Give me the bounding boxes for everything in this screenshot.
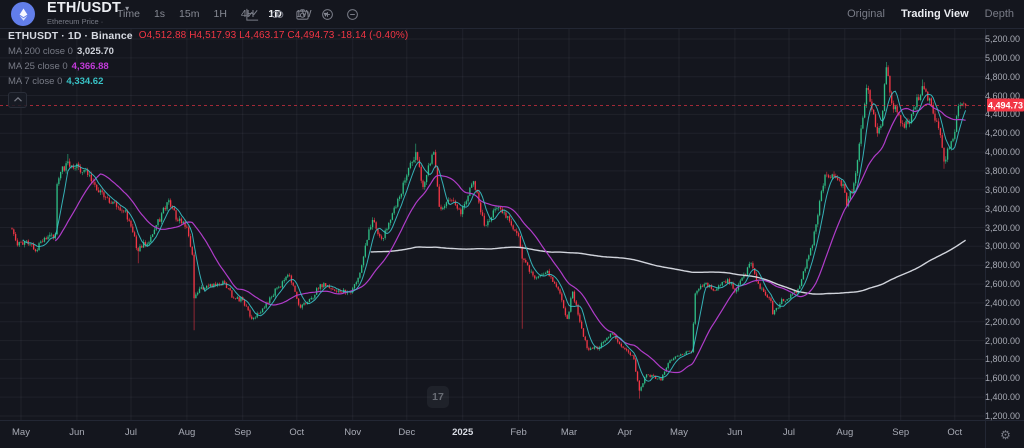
chevron-down-icon: ▾ <box>125 4 130 14</box>
timeframe-1h[interactable]: 1H <box>213 8 227 20</box>
price-tick-label: 2,200.00 <box>984 316 1020 327</box>
time-tick-label: Feb <box>510 427 527 438</box>
view-tab-group: Original Trading View Depth <box>847 0 1014 28</box>
ma-25-line <box>54 103 966 374</box>
chart-canvas[interactable] <box>0 28 985 420</box>
time-tick-label: Nov <box>344 427 362 438</box>
ma-7-row: MA 7 close 0 4,334.62 <box>8 76 104 87</box>
top-toolbar: ETH/USDT ▾ Ethereum Price · Time 1s 15m 1H 4… <box>0 0 1024 29</box>
legend-collapse-button[interactable] <box>8 91 27 108</box>
chevron-up-icon <box>13 97 22 102</box>
view-tab-original[interactable]: Original <box>847 8 885 20</box>
time-tick-label: Sep <box>892 427 910 438</box>
time-tick-label: May <box>670 427 688 438</box>
timeframe-time[interactable]: Time <box>117 8 140 20</box>
price-tick-label: 2,600.00 <box>984 279 1020 290</box>
price-tick-label: 5,000.00 <box>984 52 1020 63</box>
timeframe-15m[interactable]: 15m <box>179 8 200 20</box>
time-tick-label: Aug <box>836 427 854 438</box>
price-tick-label: 2,400.00 <box>984 297 1020 308</box>
axis-corner: ⚙ <box>985 420 1024 448</box>
ma-7-value: 4,334.62 <box>66 76 104 87</box>
price-tick-label: 2,000.00 <box>984 335 1020 346</box>
time-tick-label: Jun <box>727 427 743 438</box>
ohlc-values: O4,512.88 H4,517.93 L4,463.17 C4,494.73 … <box>138 30 409 42</box>
timeframe-1s[interactable]: 1s <box>153 8 166 20</box>
series-title: ETHUSDT · 1D · Binance <box>8 30 133 42</box>
price-tick-label: 4,200.00 <box>984 128 1020 139</box>
time-tick-label: May <box>12 427 30 438</box>
time-tick-label: Jun <box>69 427 85 438</box>
grid-lines <box>0 28 985 420</box>
time-tick-label: Dec <box>398 427 416 438</box>
view-tab-depth[interactable]: Depth <box>984 8 1014 20</box>
toolbar-icon-group <box>244 0 360 28</box>
ethereum-diamond-icon <box>19 7 27 21</box>
price-tick-label: 4,000.00 <box>984 147 1020 158</box>
ma-7-line <box>22 90 967 382</box>
timeframe-4h[interactable]: 4H <box>240 8 255 20</box>
price-tick-label: 1,200.00 <box>984 411 1020 421</box>
ma-200-line <box>370 239 966 295</box>
time-tick-label: Apr <box>617 427 633 438</box>
price-tick-label: 3,200.00 <box>984 222 1020 233</box>
symbol-name: ETH/USDT <box>47 0 122 16</box>
time-tick-label: Mar <box>560 427 578 438</box>
last-price-label: 4,494.73 <box>987 98 1024 112</box>
zoom-out-icon[interactable] <box>344 6 360 22</box>
price-tick-label: 3,400.00 <box>984 203 1020 214</box>
price-tick-label: 5,200.00 <box>984 34 1020 44</box>
price-tick-label: 1,400.00 <box>984 392 1020 403</box>
price-tick-label: 1,800.00 <box>984 354 1020 365</box>
price-tick-label: 4,600.00 <box>984 90 1020 101</box>
time-tick-label: 2025 <box>452 427 474 438</box>
price-tick-label: 3,800.00 <box>984 165 1020 176</box>
zoom-in-icon[interactable] <box>319 6 335 22</box>
price-tick-label: 1,600.00 <box>984 373 1020 384</box>
price-tick-label: 3,000.00 <box>984 241 1020 252</box>
time-tick-label: Oct <box>947 427 963 438</box>
chart-legend: ETHUSDT · 1D · Binance O4,512.88 H4,517.… <box>8 31 408 108</box>
time-tick-label: Jul <box>124 427 138 438</box>
ma-25-value: 4,366.88 <box>71 61 109 72</box>
price-tick-label: 3,600.00 <box>984 184 1020 195</box>
time-tick-label: Aug <box>178 427 196 438</box>
ma-25-row: MA 25 close 0 4,366.88 <box>8 61 109 72</box>
time-tick-label: Oct <box>289 427 305 438</box>
eth-logo <box>11 2 35 26</box>
price-axis[interactable]: 5,200.00 5,000.00 4,800.00 4,600.00 4,400.00… <box>984 28 1024 421</box>
ma-200-value: 3,025.70 <box>76 46 114 57</box>
chart-style-icon[interactable] <box>244 6 260 22</box>
price-tick-label: 4,800.00 <box>984 71 1020 82</box>
time-tick-label: Sep <box>234 427 252 438</box>
price-tick-label: 4,400.00 <box>984 109 1020 120</box>
symbol-switcher[interactable]: ETH/USDT ▾ <box>47 1 129 16</box>
view-tab-trading-view[interactable]: Trading View <box>900 8 969 20</box>
compare-icon[interactable] <box>269 6 285 22</box>
time-tick-label: Jul <box>782 427 796 438</box>
time-axis[interactable]: May Jun Jul Aug Sep Oct Nov Dec 2025 Feb Mar Apr May… <box>0 420 985 448</box>
candles-up <box>18 62 963 392</box>
price-tick-label: 2,800.00 <box>984 260 1020 271</box>
snapshot-icon[interactable] <box>294 6 310 22</box>
symbol-description: Ethereum Price · <box>47 16 104 26</box>
tradingview-watermark[interactable]: 17 <box>427 386 449 408</box>
ma-200-row: MA 200 close 0 3,025.70 <box>8 46 114 57</box>
candles-down <box>11 65 967 399</box>
settings-icon[interactable]: ⚙ <box>1000 427 1011 442</box>
